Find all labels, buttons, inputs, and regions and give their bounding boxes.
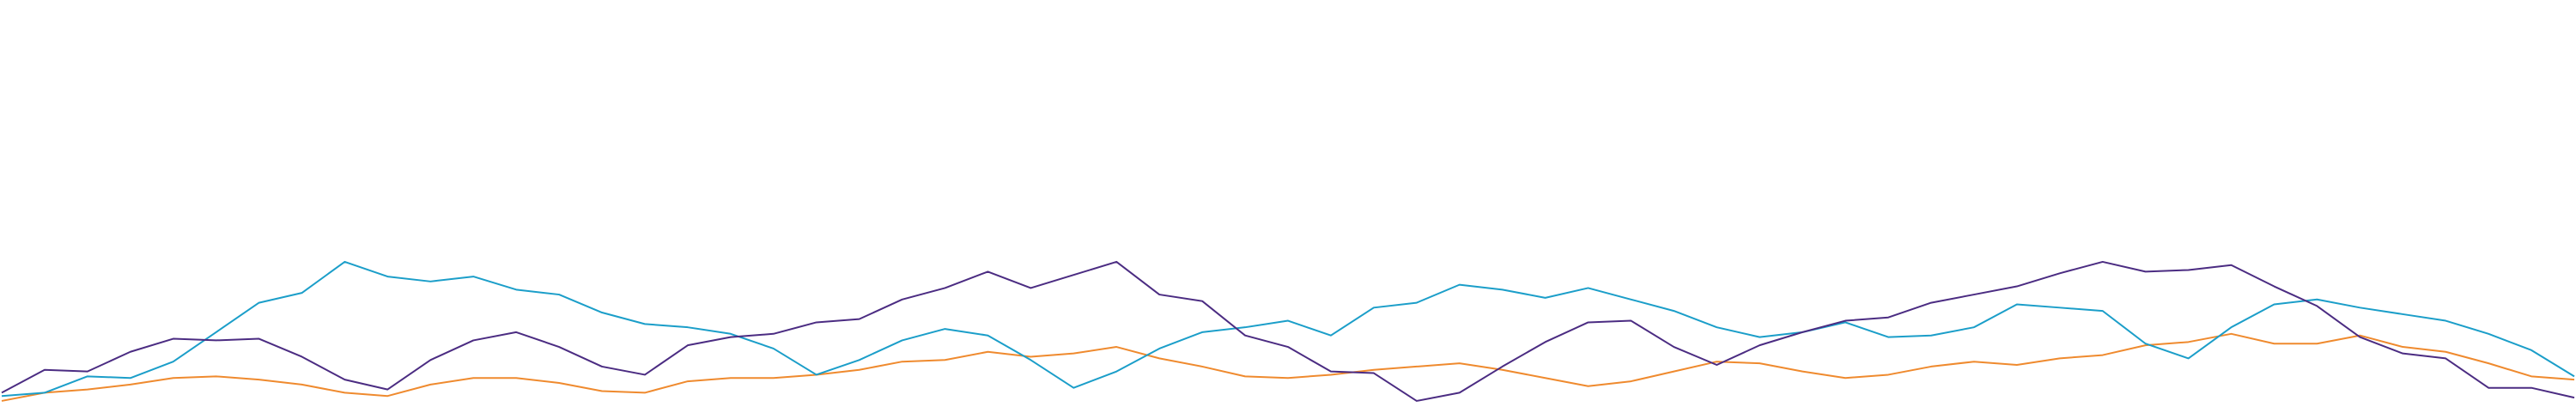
line-series: [1, 260, 2575, 402]
line-series: [1, 260, 2575, 398]
line-series: [1, 332, 2575, 402]
